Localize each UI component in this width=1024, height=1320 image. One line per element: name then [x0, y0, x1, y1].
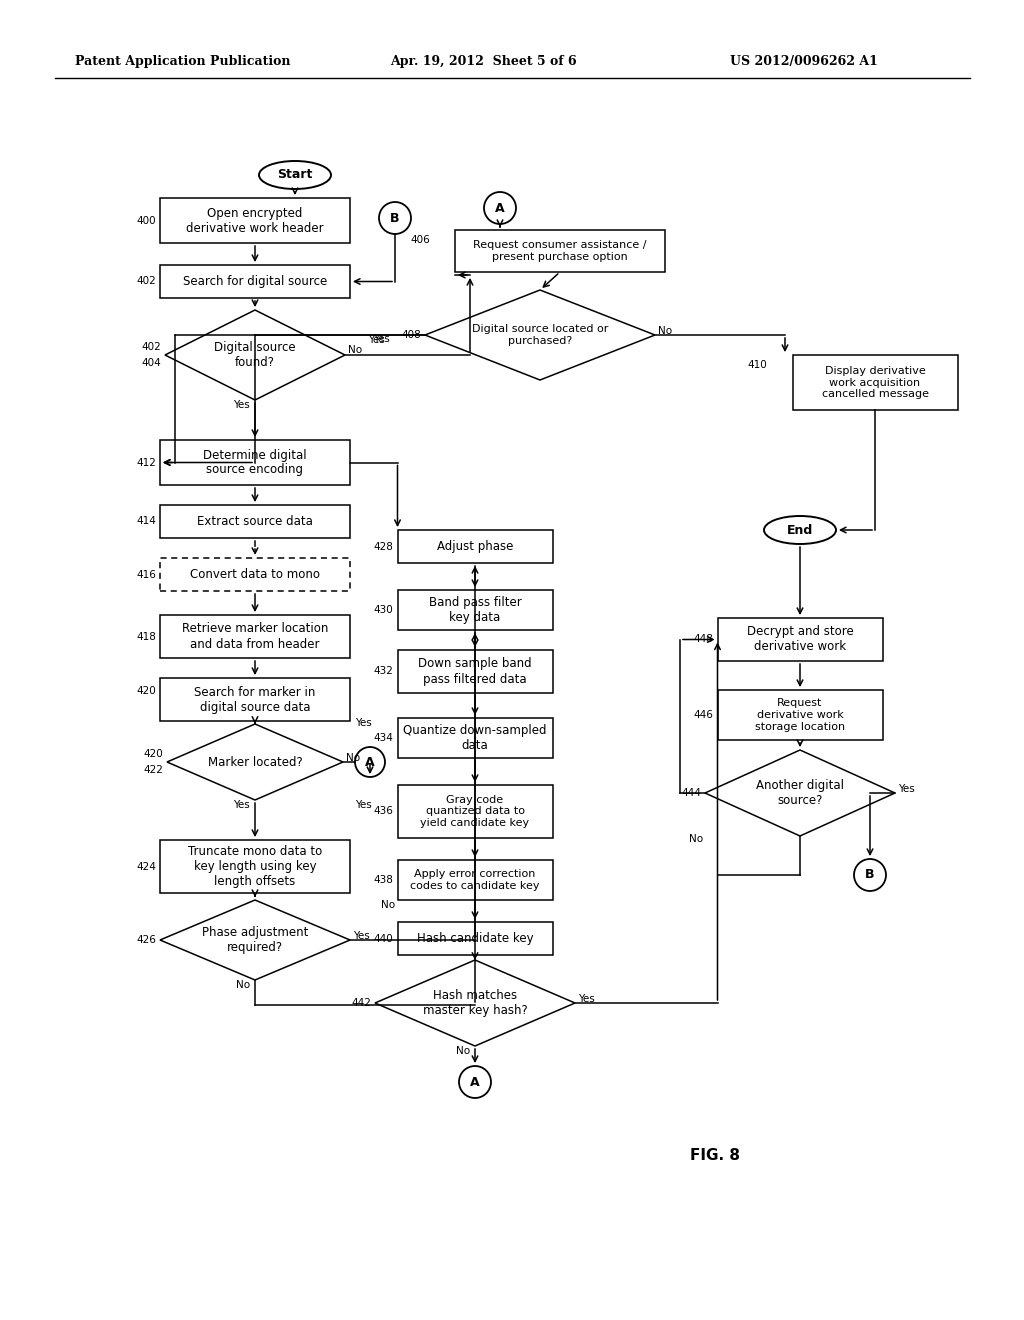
Text: 444: 444	[681, 788, 701, 799]
Bar	[160, 506, 350, 539]
Text: 402: 402	[141, 342, 161, 352]
Bar	[160, 840, 350, 894]
Text: Decrypt and store
derivative work: Decrypt and store derivative work	[746, 626, 853, 653]
Text: Hash matches
master key hash?: Hash matches master key hash?	[423, 989, 527, 1016]
Text: 448: 448	[693, 635, 714, 644]
Text: No: No	[236, 979, 250, 990]
Text: 418: 418	[136, 631, 156, 642]
Bar	[455, 230, 665, 272]
Text: A: A	[496, 202, 505, 214]
Text: Quantize down-sampled
data: Quantize down-sampled data	[403, 723, 547, 752]
Text: B: B	[865, 869, 874, 882]
Text: 442: 442	[351, 998, 371, 1008]
Text: Search for digital source: Search for digital source	[183, 275, 327, 288]
Text: Hash candidate key: Hash candidate key	[417, 932, 534, 945]
Text: 404: 404	[141, 358, 161, 368]
Bar	[718, 618, 883, 661]
Text: Digital source located or
purchased?: Digital source located or purchased?	[472, 325, 608, 346]
Text: 402: 402	[136, 276, 156, 286]
Text: 422: 422	[143, 766, 163, 775]
Text: 416: 416	[136, 569, 156, 579]
Text: No: No	[658, 326, 672, 337]
Text: Band pass filter
key data: Band pass filter key data	[429, 597, 521, 624]
Bar	[160, 440, 350, 484]
Bar	[793, 355, 957, 411]
Bar	[160, 678, 350, 721]
Text: Yes: Yes	[233, 800, 250, 810]
Text: Extract source data: Extract source data	[197, 515, 313, 528]
Bar	[397, 531, 553, 564]
Text: 420: 420	[143, 748, 163, 759]
Bar	[160, 198, 350, 243]
Text: 414: 414	[136, 516, 156, 527]
Bar	[397, 861, 553, 900]
Text: 440: 440	[374, 933, 393, 944]
Text: Patent Application Publication: Patent Application Publication	[75, 55, 291, 69]
Text: Gray code
quantized data to
yield candidate key: Gray code quantized data to yield candid…	[421, 795, 529, 828]
Text: Adjust phase: Adjust phase	[437, 540, 513, 553]
Text: 424: 424	[136, 862, 156, 871]
Text: Phase adjustment
required?: Phase adjustment required?	[202, 927, 308, 954]
Bar	[160, 615, 350, 657]
Text: No: No	[348, 345, 362, 355]
Text: US 2012/0096262 A1: US 2012/0096262 A1	[730, 55, 878, 69]
Text: Truncate mono data to
key length using key
length offsets: Truncate mono data to key length using k…	[187, 845, 323, 888]
Text: Yes: Yes	[369, 335, 385, 345]
Text: A: A	[470, 1076, 480, 1089]
Text: Apply error correction
codes to candidate key: Apply error correction codes to candidat…	[411, 869, 540, 891]
Text: No: No	[689, 834, 703, 843]
Text: 428: 428	[374, 541, 393, 552]
Text: No: No	[381, 900, 395, 909]
Text: End: End	[786, 524, 813, 536]
Bar	[397, 590, 553, 630]
Text: 408: 408	[401, 330, 421, 341]
Text: Retrieve marker location
and data from header: Retrieve marker location and data from h…	[182, 623, 328, 651]
Text: 420: 420	[136, 686, 156, 697]
Text: Display derivative
work acquisition
cancelled message: Display derivative work acquisition canc…	[821, 366, 929, 399]
Bar	[160, 558, 350, 591]
Text: Search for marker in
digital source data: Search for marker in digital source data	[195, 685, 315, 714]
Text: B: B	[390, 211, 399, 224]
Text: Yes: Yes	[898, 784, 914, 795]
Bar	[718, 690, 883, 741]
Text: Convert data to mono: Convert data to mono	[190, 568, 319, 581]
Text: 400: 400	[136, 215, 156, 226]
Bar	[397, 718, 553, 758]
Text: Apr. 19, 2012  Sheet 5 of 6: Apr. 19, 2012 Sheet 5 of 6	[390, 55, 577, 69]
Text: A: A	[366, 755, 375, 768]
Bar	[397, 649, 553, 693]
Text: 430: 430	[374, 605, 393, 615]
Text: 436: 436	[374, 807, 393, 817]
Text: 446: 446	[693, 710, 714, 719]
Text: Determine digital
source encoding: Determine digital source encoding	[203, 449, 307, 477]
Bar	[160, 265, 350, 298]
Text: Digital source
found?: Digital source found?	[214, 341, 296, 370]
Text: Yes: Yes	[353, 931, 370, 941]
Text: Down sample band
pass filtered data: Down sample band pass filtered data	[418, 657, 531, 685]
Bar	[397, 785, 553, 838]
Text: 406: 406	[411, 235, 430, 246]
Text: Request
derivative work
storage location: Request derivative work storage location	[755, 698, 845, 731]
Text: Yes: Yes	[233, 400, 250, 411]
Text: No: No	[456, 1045, 470, 1056]
Text: 410: 410	[748, 360, 768, 370]
Text: 412: 412	[136, 458, 156, 467]
Text: Request consumer assistance /
present purchase option: Request consumer assistance / present pu…	[473, 240, 647, 261]
Text: Yes: Yes	[355, 800, 372, 810]
Text: No: No	[346, 752, 360, 763]
Text: Start: Start	[278, 169, 312, 181]
Text: Open encrypted
derivative work header: Open encrypted derivative work header	[186, 206, 324, 235]
Text: Another digital
source?: Another digital source?	[756, 779, 844, 807]
Text: 434: 434	[374, 733, 393, 743]
Bar	[397, 921, 553, 954]
Text: 432: 432	[374, 667, 393, 676]
Text: 438: 438	[374, 875, 393, 884]
Text: FIG. 8: FIG. 8	[690, 1147, 740, 1163]
Text: Yes: Yes	[578, 994, 595, 1005]
Text: Yes: Yes	[355, 718, 372, 729]
Text: 426: 426	[136, 935, 156, 945]
Text: Marker located?: Marker located?	[208, 755, 302, 768]
Text: Yes: Yes	[374, 334, 390, 345]
